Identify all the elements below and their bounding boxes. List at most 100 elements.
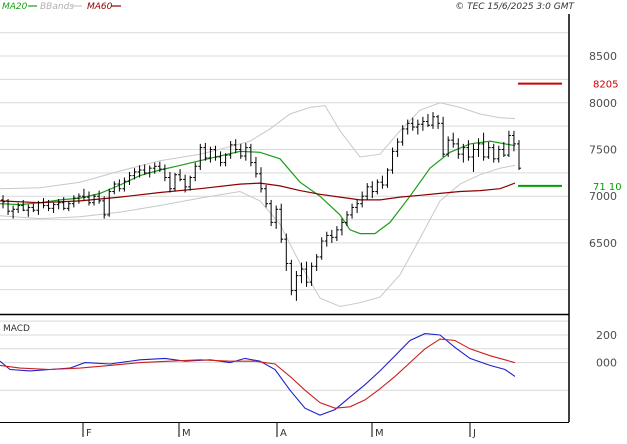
month-label: F [86,428,92,439]
ohlc-bar [243,142,248,161]
macd-lines [0,333,516,416]
macd-tick-label: 000 [596,357,617,370]
ohlc-bar [284,233,289,271]
ohlc-bar [183,174,188,193]
price-panel: 8205 71 10 8500 8000 7500 7000 6500 [0,32,622,308]
macd-line [0,333,516,416]
macd-title: MACD [3,324,30,334]
ohlc-bar [441,116,446,157]
legend-ma60-label: MA60 [87,2,113,12]
macd-grid [0,320,569,391]
ohlc-bar [56,199,61,210]
level-label: 71 10 [593,182,622,193]
ohlc-bar [496,145,501,163]
month-label: A [280,428,287,439]
ohlc-bar [31,203,36,213]
ma20-line [0,140,516,235]
ohlc-bar [157,161,162,172]
ohlc-bar [294,270,299,301]
level-label: 8205 [593,80,618,91]
ohlc-bar [314,254,319,271]
ohlc-bar [466,140,471,161]
price-grid [0,32,569,291]
ohlc-bar [506,130,511,157]
signal-line [0,338,516,409]
macd-tick-label: 200 [596,329,617,342]
ohlc-bar [279,203,284,243]
ohlc-bar [400,125,405,146]
ohlc-bar [208,146,213,163]
ohlc-bar [329,229,334,243]
ohlc-bar [375,179,380,195]
ohlc-bar [36,200,41,215]
ohlc-bar [395,138,400,157]
ohlc-bar [446,136,451,157]
ohlc-bar [107,188,112,217]
ohlc-bar [385,168,390,188]
ohlc-bar [517,140,521,171]
ohlc-bar [380,175,385,189]
month-label: M [375,428,384,439]
ohlc-bar [289,259,294,296]
ohlc-bar [390,147,395,174]
ohlc-bar [481,132,486,161]
ohlc-bar [339,218,344,236]
ohlc-bar [97,190,102,204]
ohlc-bar [253,156,258,178]
ohlc-bar [117,179,122,192]
ohlc-bar [102,196,107,219]
ohlc-bar [405,119,410,135]
ohlc-bar [486,142,491,159]
legend-bbands-label: BBands [40,2,74,12]
legend-ma20-label: MA20 [2,2,28,12]
price-tick-label: 7500 [589,143,617,156]
ohlc-bar [436,114,441,129]
macd-axis-labels: 200 000 [596,329,617,370]
price-axis-labels: 8500 8000 7500 7000 6500 [589,50,617,250]
month-label: M [182,428,191,439]
ohlc-bar [476,138,481,157]
price-tick-label: 7000 [589,190,617,203]
ohlc-bar [46,199,51,212]
ohlc-bar [76,193,81,204]
ohlc-bar [451,132,456,148]
ohlc-bar [173,172,177,192]
ohlc-bar [142,164,147,175]
ohlc-bar [350,203,355,219]
ohlc-bar [11,205,16,219]
month-label: J [472,428,476,439]
header-legend: MA20 BBands MA60 © TEC 15/6/2025 3:0 GMT [2,2,576,12]
ohlc-bars [1,112,521,301]
ohlc-bar [299,262,304,284]
ohlc-bar [264,184,269,208]
ohlc-bar [66,201,71,212]
ohlc-bar [511,130,516,152]
ohlc-bar [471,143,476,172]
ohlc-bar [420,116,425,131]
ohlc-bar [203,142,208,161]
ohlc-bar [355,199,360,214]
ohlc-bar [193,162,198,182]
ohlc-bar [137,165,142,178]
ma60-line [0,182,516,204]
ohlc-bar [269,199,274,227]
ohlc-bar [309,262,314,286]
ohlc-bar [188,175,193,191]
ohlc-bar [491,143,496,163]
ohlc-bar [16,202,21,214]
ohlc-bar [431,112,435,129]
ohlc-bar [248,143,253,167]
ohlc-bar [415,119,420,135]
ohlc-bar [152,162,157,174]
ohlc-bar [112,181,117,195]
ohlc-bar [238,143,243,159]
ohlc-bar [223,153,228,167]
ohlc-bar [501,142,506,157]
chart-frame [0,14,570,423]
ohlc-bar [456,138,461,159]
ohlc-bar [345,211,349,227]
ohlc-bar [51,202,56,214]
